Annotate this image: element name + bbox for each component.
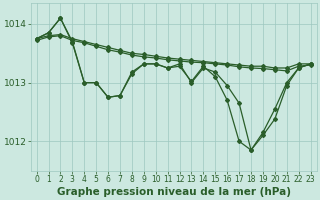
X-axis label: Graphe pression niveau de la mer (hPa): Graphe pression niveau de la mer (hPa) <box>57 187 291 197</box>
